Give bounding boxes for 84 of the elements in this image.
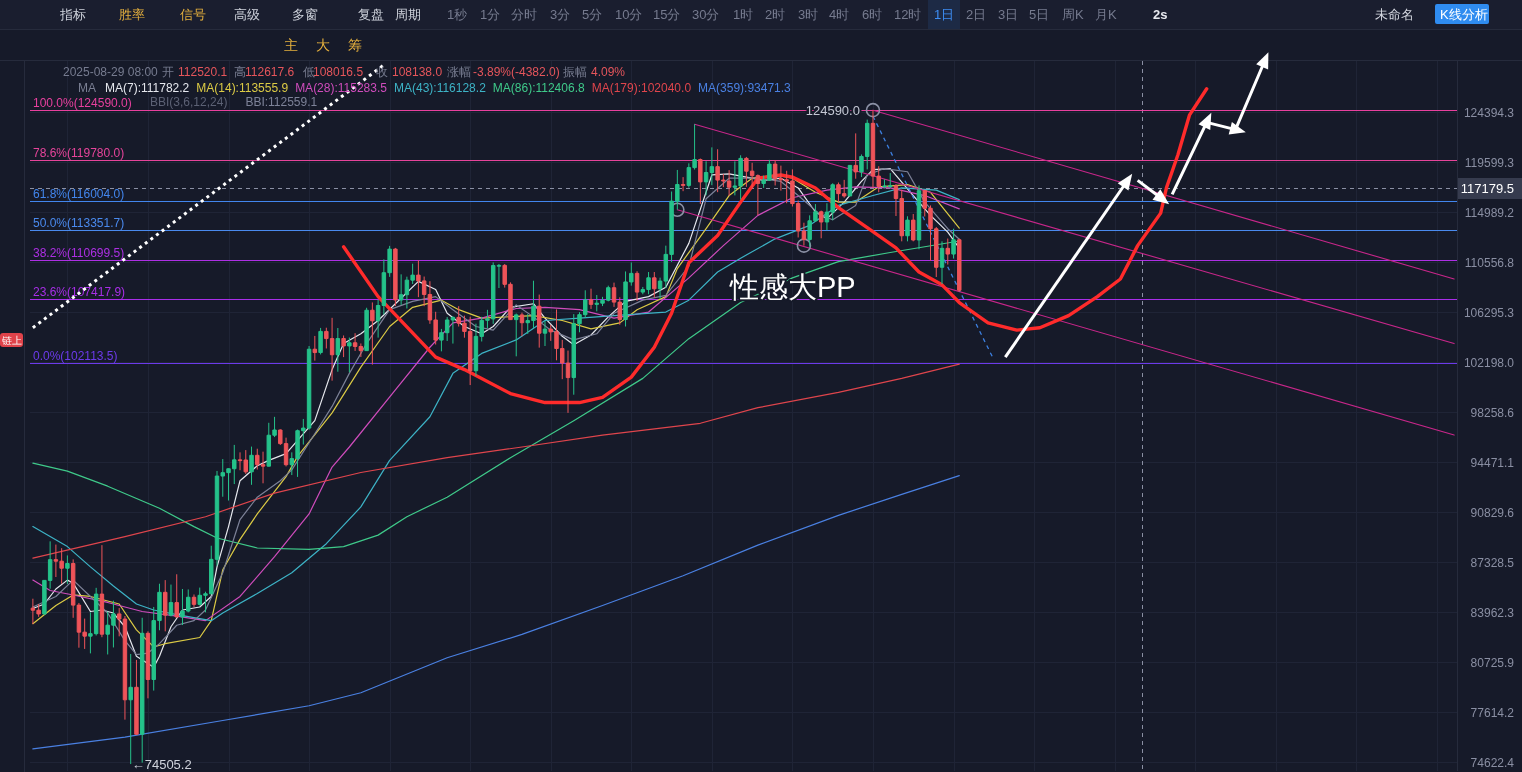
line-series <box>32 240 960 551</box>
text: BBI:112559.1 <box>245 95 318 109</box>
text: 高级 <box>234 7 260 22</box>
annotation: -3.89%(-4382.0) <box>473 65 560 79</box>
text: MA(28):115283.5 <box>295 81 388 95</box>
text: 2s <box>1153 7 1168 22</box>
text: MA(14):113555.9 <box>196 81 289 95</box>
text: 10分 <box>615 7 643 22</box>
text: 2日 <box>966 7 987 22</box>
text: 1分 <box>480 7 501 22</box>
y-tick-label: 80725.9 <box>1470 655 1515 670</box>
annotation: 低 <box>303 65 315 79</box>
text: 5分 <box>582 7 603 22</box>
text: 12时 <box>894 7 922 22</box>
text: 月K <box>1095 7 1117 22</box>
ref-line-label: 100.0%(124590.0) <box>33 95 132 110</box>
legend-title: MA <box>78 81 96 95</box>
text: MA(86):112406.8 <box>492 81 585 95</box>
annotation: 2025-08-29 08:00 <box>63 65 159 79</box>
text: 3分 <box>550 7 571 22</box>
text: MA(179):102040.0 <box>591 81 692 95</box>
ref-line-label: 117179.5 <box>1460 181 1514 196</box>
text: 链上 <box>0 335 22 346</box>
text: 未命名 <box>1375 7 1414 22</box>
text: MA(7):111782.2 <box>105 81 190 95</box>
text: 1时 <box>733 7 754 22</box>
text: 5日 <box>1029 7 1050 22</box>
text: MA(43):116128.2 <box>393 81 487 95</box>
ref-line-label: 50.0%(113351.7) <box>33 215 125 230</box>
ref-line-label: 23.6%(107417.9) <box>33 284 126 299</box>
y-tick-label: 102198.0 <box>1463 355 1515 370</box>
text: K线分析 <box>1440 7 1488 22</box>
annotation: 高 <box>234 65 246 79</box>
y-tick-label: 90829.6 <box>1470 505 1515 520</box>
text: 30分 <box>692 7 720 22</box>
line-series <box>32 363 960 559</box>
text: 3日 <box>998 7 1019 22</box>
text: 胜率 <box>119 7 145 22</box>
y-tick-label: 98258.6 <box>1470 405 1515 420</box>
text: 筹 <box>348 37 362 53</box>
ref-line-label: 78.6%(119780.0) <box>33 145 125 160</box>
text: MA(359):93471.3 <box>698 81 792 95</box>
line-series <box>32 475 960 750</box>
text: 15分 <box>653 7 681 22</box>
y-tick-label: 94471.1 <box>1470 455 1515 470</box>
y-tick-label: 106295.3 <box>1463 305 1515 320</box>
annotation: ←74505.2 <box>131 756 192 772</box>
annotation: 收 <box>376 65 388 79</box>
y-tick-label: 87328.5 <box>1470 555 1515 570</box>
ref-line-label: 38.2%(110699.5) <box>33 245 125 260</box>
text: 1秒 <box>447 7 468 22</box>
point <box>796 238 812 253</box>
ref-line-label: 0.0%(102113.5) <box>33 348 118 363</box>
y-tick-label: 119599.3 <box>1464 155 1515 170</box>
annotation: 112520.1 <box>178 65 228 79</box>
annotation: 112617.6 <box>245 65 295 79</box>
text: 多窗 <box>292 7 318 22</box>
text: 分时 <box>511 7 537 22</box>
text: 3时 <box>798 7 819 22</box>
ref-line-label: 61.8%(116004.0) <box>33 186 125 201</box>
text: 6时 <box>862 7 883 22</box>
text: 复盘 <box>358 7 384 22</box>
y-tick-label: 124394.3 <box>1463 105 1515 120</box>
text: 1日 <box>934 7 955 22</box>
annotation: 4.09% <box>591 65 626 79</box>
text: 周期 <box>395 7 421 22</box>
text: 4时 <box>829 7 850 22</box>
text: 周K <box>1062 7 1084 22</box>
y-tick-label: 114989.2 <box>1464 205 1515 220</box>
text: 大 <box>316 37 330 53</box>
y-tick-label: 74622.4 <box>1470 755 1515 770</box>
y-tick-label: 110556.8 <box>1464 255 1515 270</box>
annotation: 涨幅 <box>447 65 471 79</box>
text: 指标 <box>59 7 86 22</box>
text: 主 <box>284 37 298 53</box>
text: 2时 <box>765 7 786 22</box>
y-tick-label: 77614.2 <box>1470 705 1515 720</box>
annotation: 振幅 <box>563 65 587 79</box>
annotation: 开 <box>162 65 174 79</box>
y-tick-label: 83962.3 <box>1470 605 1515 620</box>
point <box>865 102 881 118</box>
annotation: 108138.0 <box>392 65 443 79</box>
text: 信号 <box>180 7 206 22</box>
annotation: BBI(3,6,12,24) <box>150 95 228 109</box>
